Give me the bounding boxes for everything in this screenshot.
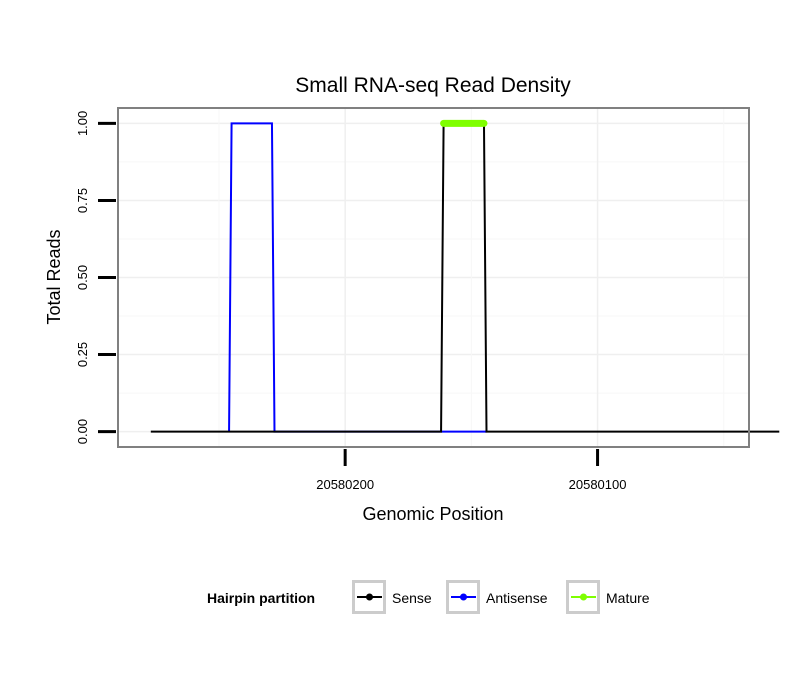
series-layer <box>150 119 780 433</box>
y-axis: 0.00 0.25 0.50 0.75 1.00 <box>75 111 116 444</box>
x-tick-label-0: 20580200 <box>316 477 374 492</box>
y-axis-title: Total Reads <box>44 229 64 324</box>
legend-key-point-2 <box>580 593 587 601</box>
y-tick-label-1: 0.25 <box>75 342 90 367</box>
legend-label-0: Sense <box>392 590 432 606</box>
legend-item-mature: Mature <box>566 580 650 614</box>
legend-item-antisense: Antisense <box>446 580 548 614</box>
x-tick-label-1: 20580100 <box>569 477 627 492</box>
y-tick-label-3: 0.75 <box>75 188 90 213</box>
series-antisense-line <box>228 122 487 433</box>
legend-key-point-1 <box>460 593 467 601</box>
chart-title: Small RNA-seq Read Density <box>295 74 571 97</box>
legend: Hairpin partition Sense Antisense Mature <box>207 580 650 614</box>
legend-label-2: Mature <box>606 590 650 606</box>
x-axis-title: Genomic Position <box>362 504 503 524</box>
grid-lines <box>118 108 749 447</box>
legend-item-sense: Sense <box>352 580 432 614</box>
legend-key-point-0 <box>366 593 373 601</box>
y-tick-label-2: 0.50 <box>75 265 90 290</box>
legend-label-1: Antisense <box>486 590 548 606</box>
legend-title: Hairpin partition <box>207 590 315 606</box>
y-tick-label-0: 0.00 <box>75 419 90 444</box>
panel-border <box>117 107 750 448</box>
y-tick-label-4: 1.00 <box>75 111 90 136</box>
x-axis: 20580200 20580100 <box>316 449 626 492</box>
